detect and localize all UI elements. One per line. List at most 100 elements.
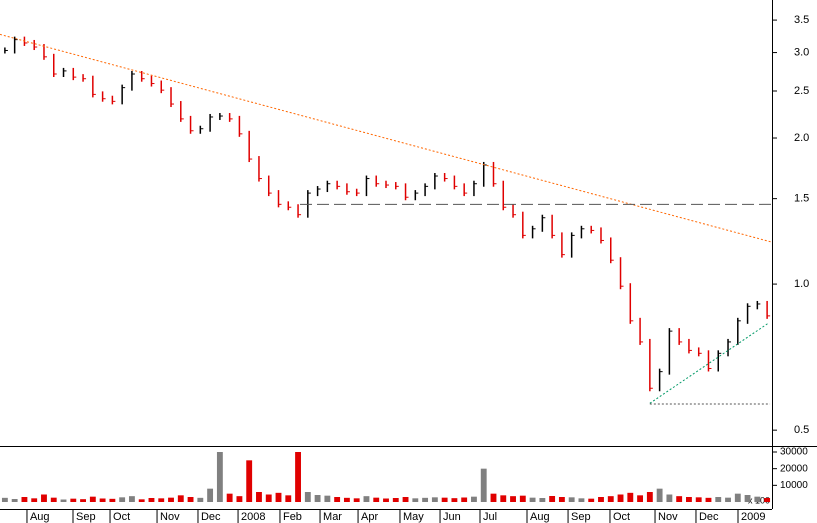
volume-bar <box>295 452 301 502</box>
volume-bar <box>529 497 536 502</box>
volume-bar <box>744 495 751 502</box>
volume-bar <box>168 497 174 502</box>
volume-bar <box>256 492 262 502</box>
x-tick-label: Dec <box>201 511 221 523</box>
x-tick-label: Feb <box>283 511 302 523</box>
volume-bar <box>246 460 253 502</box>
x-tick-label: Aug <box>30 511 50 523</box>
volume-bar <box>734 493 741 502</box>
volume-bar <box>666 494 673 502</box>
volume-bar <box>637 495 644 502</box>
volume-bar <box>226 493 233 502</box>
volume-bar <box>412 498 419 502</box>
volume-y-tick-label: 30000 <box>780 447 808 458</box>
volume-bar <box>275 492 282 502</box>
x-tick-label: 2008 <box>241 511 265 523</box>
volume-bar <box>686 497 692 502</box>
volume-bar <box>588 498 595 502</box>
x-tick-label: Sep <box>571 511 591 523</box>
volume-bar <box>1 497 8 502</box>
volume-bar <box>363 496 370 502</box>
x-tick-label: Aug <box>530 511 550 523</box>
x-tick-label: Apr <box>361 511 378 523</box>
volume-bar <box>158 498 165 502</box>
volume-bar <box>646 492 653 502</box>
volume-bar <box>627 492 634 502</box>
volume-bar <box>119 497 126 502</box>
x-tick-label: Nov <box>658 511 678 523</box>
volume-bar <box>109 498 116 502</box>
y-tick-label: 1.0 <box>794 278 809 290</box>
volume-bar <box>383 498 389 502</box>
volume-bar <box>764 498 771 502</box>
volume-bar <box>50 497 57 502</box>
trendline <box>0 33 773 243</box>
volume-bar <box>461 497 468 502</box>
volume-bar <box>60 499 67 502</box>
y-tick-label: 1.5 <box>794 193 809 205</box>
volume-bar <box>607 496 614 502</box>
volume-bar <box>265 494 272 502</box>
volume-bar <box>138 499 145 502</box>
volume-bar <box>353 498 360 502</box>
volume-bar <box>285 495 292 502</box>
volume-y-tick-label: 20000 <box>780 463 808 474</box>
volume-bar <box>89 496 96 502</box>
volume-bar <box>431 497 438 502</box>
volume-bar <box>695 497 702 502</box>
y-tick-label: 3.0 <box>794 46 809 58</box>
volume-bar <box>314 495 321 502</box>
volume-bar <box>80 499 86 502</box>
volume-bar <box>568 497 575 502</box>
x-tick-label: Nov <box>160 511 180 523</box>
volume-bar <box>187 497 194 502</box>
x-tick-label: May <box>403 511 424 523</box>
volume-bar <box>422 497 429 502</box>
volume-bar <box>99 498 106 502</box>
volume-bar <box>177 495 184 502</box>
volume-bar <box>207 488 214 502</box>
volume-bar <box>304 492 311 502</box>
volume-bar <box>197 497 204 502</box>
y-tick-label: 2.0 <box>794 132 809 144</box>
volume-bar <box>490 493 497 502</box>
volume-bar <box>236 496 243 502</box>
x-tick-label: Jun <box>443 511 461 523</box>
volume-bar <box>578 498 585 502</box>
volume-bar <box>725 497 731 502</box>
volume-bar <box>334 497 341 502</box>
volume-bar <box>402 497 409 502</box>
volume-bar <box>441 497 448 502</box>
volume-bar <box>539 498 546 502</box>
y-tick-label: 0.5 <box>794 424 809 436</box>
volume-bar <box>216 452 223 502</box>
volume-y-tick-label: 10000 <box>780 480 808 491</box>
volume-bar <box>451 498 458 502</box>
volume-bar <box>21 497 28 502</box>
volume-bar <box>11 499 18 502</box>
y-tick-label: 3.5 <box>794 14 809 26</box>
volume-bar <box>343 497 350 502</box>
x-tick-label: Dec <box>699 511 719 523</box>
volume-bar <box>70 498 77 502</box>
x-tick-label: Oct <box>613 511 630 523</box>
volume-bar <box>324 495 331 502</box>
x-tick-label: Jul <box>483 511 497 523</box>
volume-bar <box>705 497 712 502</box>
volume-bar <box>373 497 380 502</box>
x-tick-label: 2009 <box>741 511 765 523</box>
volume-bar <box>128 496 135 502</box>
y-tick-label: 2.5 <box>794 85 809 97</box>
volume-bar <box>558 497 565 502</box>
volume-bar <box>676 496 683 502</box>
x-tick-label: Sep <box>76 511 96 523</box>
volume-bar <box>471 496 477 502</box>
volume-bar <box>31 498 38 502</box>
volume-bar <box>519 495 526 502</box>
volume-bar <box>754 496 761 502</box>
x-tick-label: Oct <box>113 511 130 523</box>
volume-bar <box>549 496 556 502</box>
